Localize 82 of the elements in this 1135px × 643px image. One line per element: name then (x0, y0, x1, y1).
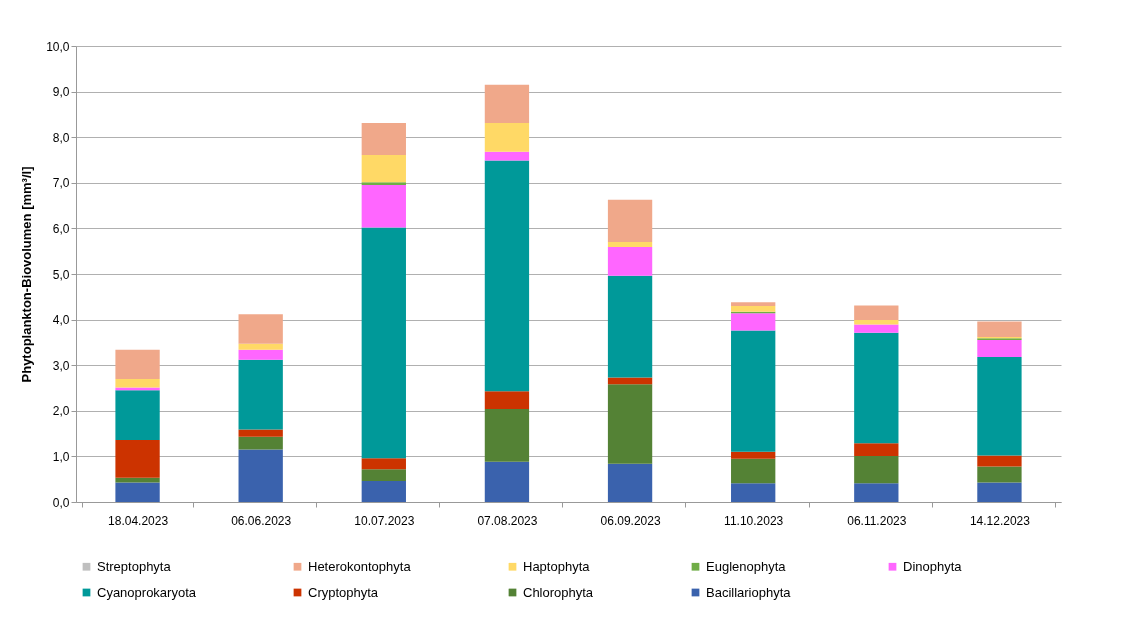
y-tick-label: 4,0 (52, 313, 70, 328)
legend-label: Heterokontophyta (308, 558, 412, 574)
bar (361, 154, 406, 183)
bar (361, 481, 406, 502)
bar (607, 275, 653, 378)
bar (977, 340, 1022, 357)
bar (115, 390, 160, 440)
x-tick-label: 14.12.2023 (969, 513, 1031, 528)
bar (854, 455, 899, 484)
bar (361, 123, 406, 155)
y-tick-label: 0,0 (52, 495, 70, 510)
bar (977, 482, 1022, 502)
legend-label: Chlorophyta (523, 584, 594, 600)
bar (361, 227, 406, 459)
bar (607, 199, 653, 243)
y-tick-label: 6,0 (52, 221, 70, 236)
legend-label: Bacillariophyta (706, 584, 792, 600)
bar (854, 324, 899, 333)
x-tick-label: 18.04.2023 (108, 513, 169, 528)
bar (238, 314, 283, 344)
bar (731, 313, 776, 331)
y-axis-title: Phytoplankton-Biovolumen [mm³/l] (19, 166, 35, 383)
bar (238, 449, 283, 502)
x-tick-label: 10.07.2023 (354, 513, 415, 528)
bar (484, 408, 530, 462)
bar (484, 151, 530, 161)
bar (484, 391, 530, 409)
y-tick-label: 1,0 (52, 449, 70, 464)
bar (238, 343, 283, 350)
bar (361, 458, 406, 470)
y-tick-label: 5,0 (52, 267, 70, 282)
x-tick-label: 07.08.2023 (477, 513, 538, 528)
bar (484, 461, 530, 502)
y-tick-label: 3,0 (52, 358, 70, 373)
y-tick-label: 9,0 (52, 85, 70, 100)
bar (607, 384, 653, 464)
x-tick-label: 06.06.2023 (231, 513, 292, 528)
bar (731, 483, 776, 502)
legend-label: Dinophyta (903, 558, 963, 574)
bar (484, 84, 530, 124)
bar (731, 302, 776, 306)
bar (607, 247, 653, 276)
bar (731, 458, 776, 484)
legend-label: Streptophyta (97, 558, 172, 574)
legend-label: Haptophyta (523, 558, 591, 574)
bar (115, 439, 160, 478)
legend-label: Cyanoprokaryota (97, 584, 197, 600)
x-tick-label: 06.09.2023 (600, 513, 661, 528)
bar (731, 451, 776, 459)
y-tick-label: 2,0 (52, 404, 70, 419)
bar (115, 349, 160, 379)
bar (854, 305, 899, 321)
y-tick-label: 8,0 (52, 130, 70, 145)
bar (977, 466, 1022, 483)
y-tick-label: 10,0 (46, 39, 70, 54)
bar (977, 356, 1022, 456)
bar (238, 349, 283, 360)
bar (731, 305, 776, 312)
bar (361, 185, 406, 228)
bar (115, 482, 160, 502)
bar (361, 182, 406, 186)
bar (854, 483, 899, 502)
legend-label: Euglenophyta (706, 558, 787, 574)
bar (115, 378, 160, 388)
legend-label: Cryptophyta (308, 584, 379, 600)
bar (731, 330, 776, 452)
x-tick-label: 06.11.2023 (847, 513, 907, 528)
bar (484, 160, 530, 392)
bar (854, 332, 899, 444)
x-tick-label: 11.10.2023 (724, 513, 784, 528)
bar (854, 443, 899, 456)
bar (977, 455, 1022, 467)
bar (238, 359, 283, 430)
bar (854, 320, 899, 325)
bar (238, 429, 283, 437)
bar (361, 469, 406, 482)
bar (977, 321, 1022, 337)
bar (607, 463, 653, 502)
bar (238, 436, 283, 450)
bar (607, 242, 653, 248)
y-tick-label: 7,0 (52, 176, 70, 191)
bar (484, 123, 530, 152)
